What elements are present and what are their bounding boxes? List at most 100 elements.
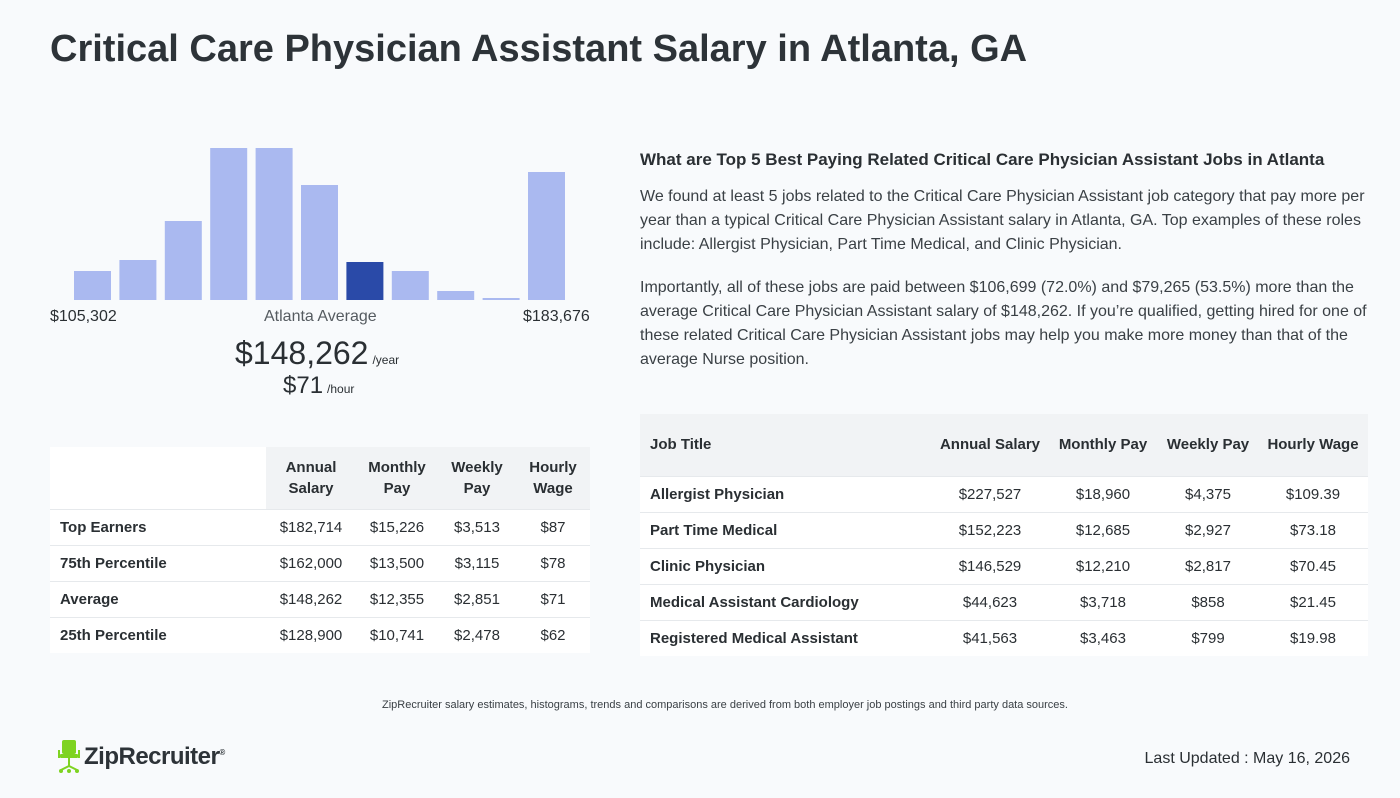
row-label: Average — [50, 580, 266, 617]
percentile-salary-table: Annual Salary Monthly Pay Weekly Pay Hou… — [50, 447, 590, 653]
hourly-cell: $87 — [516, 508, 590, 545]
logo-wordmark: ZipRecruiter® — [84, 743, 225, 771]
weekly-cell: $2,478 — [438, 616, 516, 653]
table-header-row: Annual Salary Monthly Pay Weekly Pay Hou… — [50, 447, 590, 509]
annual-salary-value: $148,262 — [235, 335, 369, 371]
annual-cell: $41,563 — [932, 619, 1048, 656]
histogram-bar — [74, 271, 111, 300]
monthly-cell: $13,500 — [356, 544, 438, 581]
weekly-cell: $2,817 — [1158, 547, 1258, 584]
table-header-row: Job Title Annual Salary Monthly Pay Week… — [640, 414, 1368, 476]
weekly-cell: $858 — [1158, 583, 1258, 620]
related-jobs-paragraph-1: We found at least 5 jobs related to the … — [640, 188, 1365, 253]
annual-cell: $227,527 — [932, 475, 1048, 512]
monthly-cell: $3,463 — [1048, 619, 1158, 656]
histogram-bar — [164, 221, 202, 300]
column-header-job-title: Job Title — [640, 414, 932, 476]
histogram-chart — [74, 148, 565, 300]
column-header-blank — [50, 447, 266, 509]
hourly-cell: $70.45 — [1258, 547, 1368, 584]
monthly-cell: $18,960 — [1048, 475, 1158, 512]
column-header-monthly: Monthly Pay — [356, 447, 438, 509]
row-label: Allergist Physician — [640, 475, 932, 512]
logo-text: ZipRecruiter — [84, 743, 220, 770]
table-row: Medical Assistant Cardiology $44,623 $3,71… — [640, 583, 1368, 620]
hourly-cell: $73.18 — [1258, 511, 1368, 548]
average-annual-salary: $148,262/year — [235, 335, 399, 372]
hourly-cell: $21.45 — [1258, 583, 1368, 620]
weekly-cell: $3,115 — [438, 544, 516, 581]
related-jobs-heading: What are Top 5 Best Paying Related Criti… — [640, 150, 1325, 169]
annual-cell: $146,529 — [932, 547, 1048, 584]
column-header-hourly: Hourly Wage — [516, 447, 590, 509]
table-row: Allergist Physician $227,527 $18,960 $4,375… — [640, 475, 1368, 512]
table-row: 25th Percentile $128,900 $10,741 $2,478 $62 — [50, 616, 590, 653]
histogram-min-label: $105,302 — [50, 308, 117, 325]
weekly-cell: $4,375 — [1158, 475, 1258, 512]
monthly-cell: $10,741 — [356, 616, 438, 653]
histogram-bar — [391, 271, 429, 300]
column-header-weekly: Weekly Pay — [1158, 414, 1258, 476]
weekly-cell: $2,851 — [438, 580, 516, 617]
page-title: Critical Care Physician Assistant Salary… — [50, 28, 1028, 70]
table-row: Part Time Medical $152,223 $12,685 $2,927 $7… — [640, 511, 1368, 548]
weekly-cell: $3,513 — [438, 508, 516, 545]
average-hourly-wage: $71/hour — [283, 372, 354, 400]
histogram-bar — [482, 298, 520, 300]
monthly-cell: $12,355 — [356, 580, 438, 617]
row-label: Medical Assistant Cardiology — [640, 583, 932, 620]
table-row: Registered Medical Assistant $41,563 $3,46… — [640, 619, 1368, 656]
ziprecruiter-logo[interactable]: ZipRecruiter® — [58, 740, 225, 774]
column-header-monthly: Monthly Pay — [1048, 414, 1158, 476]
table-row: Clinic Physician $146,529 $12,210 $2,817 $70… — [640, 547, 1368, 584]
table-row: Top Earners $182,714 $15,226 $3,513 $87 — [50, 508, 590, 545]
chair-icon — [58, 740, 80, 773]
monthly-cell: $12,210 — [1048, 547, 1158, 584]
weekly-cell: $799 — [1158, 619, 1258, 656]
histogram-bar — [210, 148, 248, 300]
histogram-bar — [255, 148, 293, 300]
row-label: Clinic Physician — [640, 547, 932, 584]
histogram-average-label: Atlanta Average — [264, 308, 377, 325]
table-row: Average $148,262 $12,355 $2,851 $71 — [50, 580, 590, 617]
annual-cell: $162,000 — [266, 544, 356, 581]
column-header-weekly: Weekly Pay — [438, 447, 516, 509]
hourly-unit: /hour — [327, 382, 355, 396]
row-label: Registered Medical Assistant — [640, 619, 932, 656]
histogram-bar — [301, 185, 338, 300]
hourly-cell: $71 — [516, 580, 590, 617]
column-header-hourly: Hourly Wage — [1258, 414, 1368, 476]
annual-cell: $148,262 — [266, 580, 356, 617]
related-jobs-table: Job Title Annual Salary Monthly Pay Week… — [640, 414, 1368, 656]
annual-cell: $182,714 — [266, 508, 356, 545]
table-row: 75th Percentile $162,000 $13,500 $3,115 $78 — [50, 544, 590, 581]
column-header-annual: Annual Salary — [932, 414, 1048, 476]
hourly-cell: $62 — [516, 616, 590, 653]
annual-cell: $152,223 — [932, 511, 1048, 548]
histogram-bar — [528, 172, 565, 300]
column-header-annual: Annual Salary — [266, 447, 356, 509]
row-label: Part Time Medical — [640, 511, 932, 548]
monthly-cell: $12,685 — [1048, 511, 1158, 548]
last-updated: Last Updated : May 16, 2026 — [1144, 750, 1350, 767]
histogram-bar — [437, 291, 475, 300]
row-label: 75th Percentile — [50, 544, 266, 581]
annual-cell: $128,900 — [266, 616, 356, 653]
histogram-bar — [119, 260, 157, 300]
salary-histogram — [50, 140, 590, 302]
hourly-cell: $109.39 — [1258, 475, 1368, 512]
weekly-cell: $2,927 — [1158, 511, 1258, 548]
histogram-bar-average — [346, 262, 384, 300]
row-label: 25th Percentile — [50, 616, 266, 653]
annual-cell: $44,623 — [932, 583, 1048, 620]
data-source-footnote: ZipRecruiter salary estimates, histogram… — [382, 699, 1068, 711]
row-label: Top Earners — [50, 508, 266, 545]
annual-unit: /year — [372, 353, 400, 367]
histogram-max-label: $183,676 — [523, 308, 590, 325]
monthly-cell: $15,226 — [356, 508, 438, 545]
hourly-cell: $19.98 — [1258, 619, 1368, 656]
hourly-cell: $78 — [516, 544, 590, 581]
monthly-cell: $3,718 — [1048, 583, 1158, 620]
related-jobs-paragraph-2: Importantly, all of these jobs are paid … — [640, 279, 1367, 368]
registered-mark: ® — [219, 748, 225, 757]
